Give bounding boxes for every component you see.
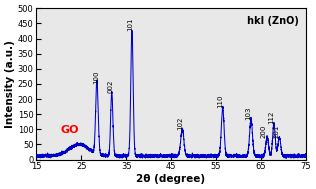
Text: GO: GO <box>61 125 79 135</box>
Text: 110: 110 <box>217 95 223 108</box>
Text: hkl (ZnO): hkl (ZnO) <box>247 16 299 26</box>
Text: 101: 101 <box>127 18 133 31</box>
Text: 103: 103 <box>246 107 252 120</box>
Text: 112: 112 <box>268 111 274 124</box>
Text: 002: 002 <box>108 80 114 93</box>
Text: 201: 201 <box>273 125 279 138</box>
Text: 200: 200 <box>261 125 267 138</box>
Text: 102: 102 <box>177 117 183 130</box>
Y-axis label: Intensity (a.u.): Intensity (a.u.) <box>5 40 15 128</box>
X-axis label: 2θ (degree): 2θ (degree) <box>137 174 206 184</box>
Text: 100: 100 <box>93 70 99 84</box>
